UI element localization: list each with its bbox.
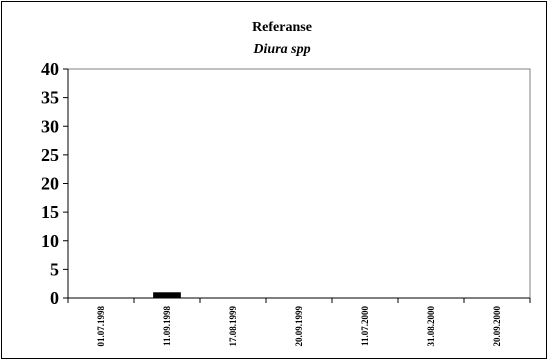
x-tick-label: 01.07.1998 [96, 306, 106, 347]
plot-area [68, 69, 530, 298]
x-tick-label: 31.08.2000 [426, 306, 436, 347]
bars [153, 292, 181, 298]
bar [153, 292, 181, 298]
y-axis: 0 5 10 15 20 25 30 35 40 [41, 59, 68, 308]
y-tick-label: 35 [41, 88, 59, 108]
chart-subtitle: Diura spp [252, 42, 310, 57]
x-tick-label: 11.07.2000 [360, 306, 370, 347]
y-tick-label: 20 [41, 174, 59, 194]
x-tick-label: 20.09.2000 [492, 306, 502, 347]
chart-title: Referanse [252, 20, 312, 35]
x-tick-label: 11.09.1998 [162, 306, 172, 347]
x-tick-label: 17.08.1999 [228, 306, 238, 347]
y-tick-label: 5 [50, 259, 59, 279]
y-tick-label: 25 [41, 145, 59, 165]
y-tick-label: 40 [41, 59, 59, 79]
y-tick-label: 15 [41, 202, 59, 222]
y-tick-label: 30 [41, 116, 59, 136]
x-tick-label: 20.09.1999 [294, 306, 304, 347]
y-tick-label: 10 [41, 231, 59, 251]
x-axis: 01.07.1998 11.09.1998 17.08.1999 20.09.1999… [68, 298, 530, 347]
y-tick-label: 0 [50, 288, 59, 308]
